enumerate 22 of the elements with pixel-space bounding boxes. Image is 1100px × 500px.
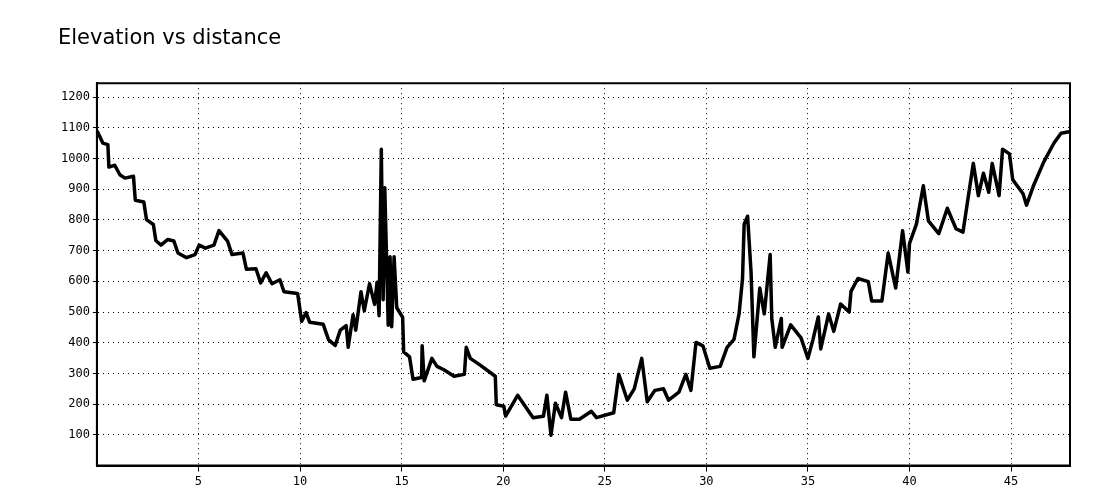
x-tick-label: 25 [597, 473, 613, 488]
y-tick-label: 300 [68, 365, 90, 380]
y-tick-label: 700 [68, 242, 90, 257]
x-tick-label: 5 [194, 473, 203, 488]
y-tick-label: 400 [68, 334, 90, 349]
y-tick-label: 1200 [60, 89, 90, 104]
x-tick-label: 20 [495, 473, 511, 488]
x-tick-label: 10 [292, 473, 308, 488]
y-tick-label: 500 [68, 304, 90, 319]
x-tick-label: 40 [902, 473, 917, 488]
y-tick-label: 1000 [60, 150, 90, 165]
x-tick-label: 30 [699, 473, 714, 488]
x-tick-label: 35 [800, 473, 816, 488]
y-tick-label: 100 [68, 427, 90, 442]
y-tick-label: 1100 [60, 119, 90, 134]
x-tick-label: 15 [394, 473, 409, 488]
y-tick-label: 900 [68, 181, 90, 196]
y-tick-label: 800 [68, 212, 90, 227]
y-tick-label: 200 [68, 396, 90, 411]
chart-title: Elevation vs distance [58, 25, 282, 50]
x-tick-label: 45 [1003, 473, 1019, 488]
y-tick-label: 600 [68, 273, 90, 288]
